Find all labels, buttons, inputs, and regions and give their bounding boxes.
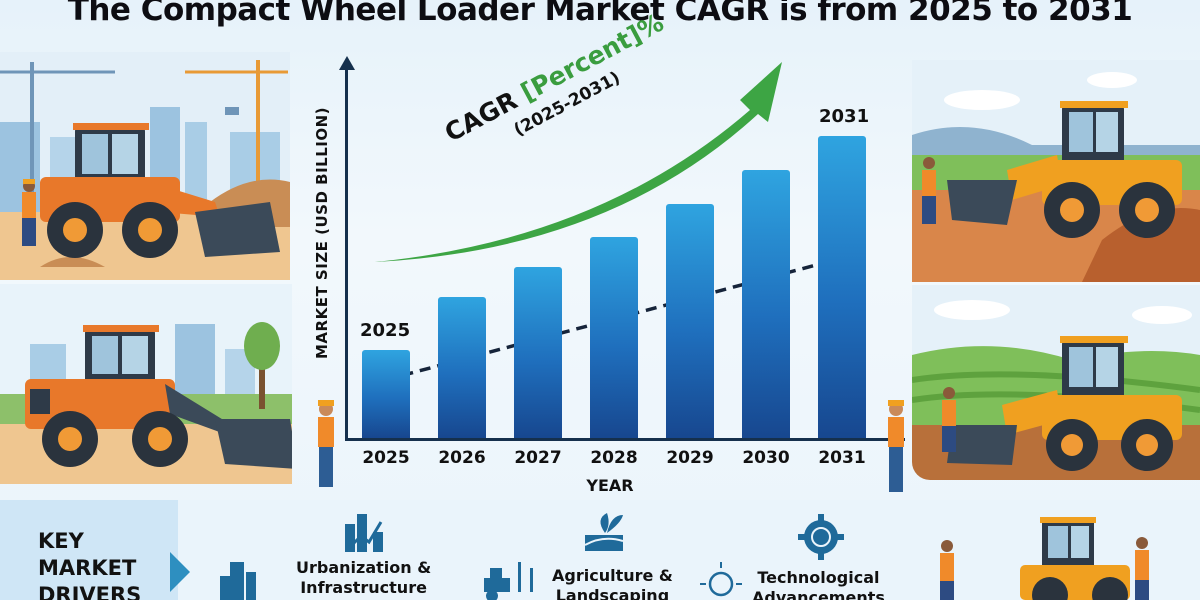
city-growth-icon [345,514,383,552]
driver-technological: Technological Advancements [752,568,885,600]
x-axis [345,438,905,441]
driver-agriculture: Agriculture & Landscaping [552,566,673,600]
x-tick-2030: 2030 [742,448,790,468]
y-axis-label: MARKET SIZE (USD BILLION) [313,106,331,359]
lightbulb-idea-icon [700,562,742,597]
x-tick-2028: 2028 [590,448,638,468]
start-year-label: 2025 [360,320,411,341]
x-tick-2025: 2025 [362,448,410,468]
page-title: The Compact Wheel Loader Market CAGR is … [67,0,1133,28]
bar-2028 [590,237,638,438]
urban-loader-illustration [0,284,292,484]
farm-loader-illustration [912,285,1200,480]
x-tick-2029: 2029 [666,448,714,468]
driver-urbanization: Urbanization & Infrastructure [296,558,432,597]
y-axis [345,64,348,440]
drivers-chevron-icon [170,552,190,592]
y-axis-arrow-icon [339,56,355,70]
bar-2030 [742,170,790,438]
bar-2031 [818,136,866,438]
drivers-label-box: KEY MARKET DRIVERS [0,500,178,600]
drivers-heading: KEY MARKET DRIVERS [38,529,142,600]
tech-gear-icon [798,514,844,560]
x-tick-2027: 2027 [514,448,562,468]
loader-with-workers-illustration [940,517,1149,600]
city-buildings-icon [220,562,256,600]
x-tick-2031: 2031 [818,448,866,468]
agriculture-icon [585,513,623,551]
x-tick-2026: 2026 [438,448,486,468]
bar-2025 [362,350,410,438]
worker-right-icon [888,400,904,492]
bar-2027 [514,267,562,438]
quarry-loader-illustration [912,60,1200,282]
key-market-drivers-strip: KEY MARKET DRIVERS Urbanization & Infras… [0,500,1200,600]
market-size-bar-chart: MARKET SIZE (USD BILLION) 2025 2031 CAGR… [300,8,910,500]
bar-2029 [666,204,714,438]
x-axis-label: YEAR [586,476,634,495]
construction-loader-illustration [0,52,290,280]
tractor-crop-icon [484,562,533,600]
bar-2026 [438,297,486,438]
worker-left-icon [318,400,334,487]
end-year-label: 2031 [819,106,870,127]
